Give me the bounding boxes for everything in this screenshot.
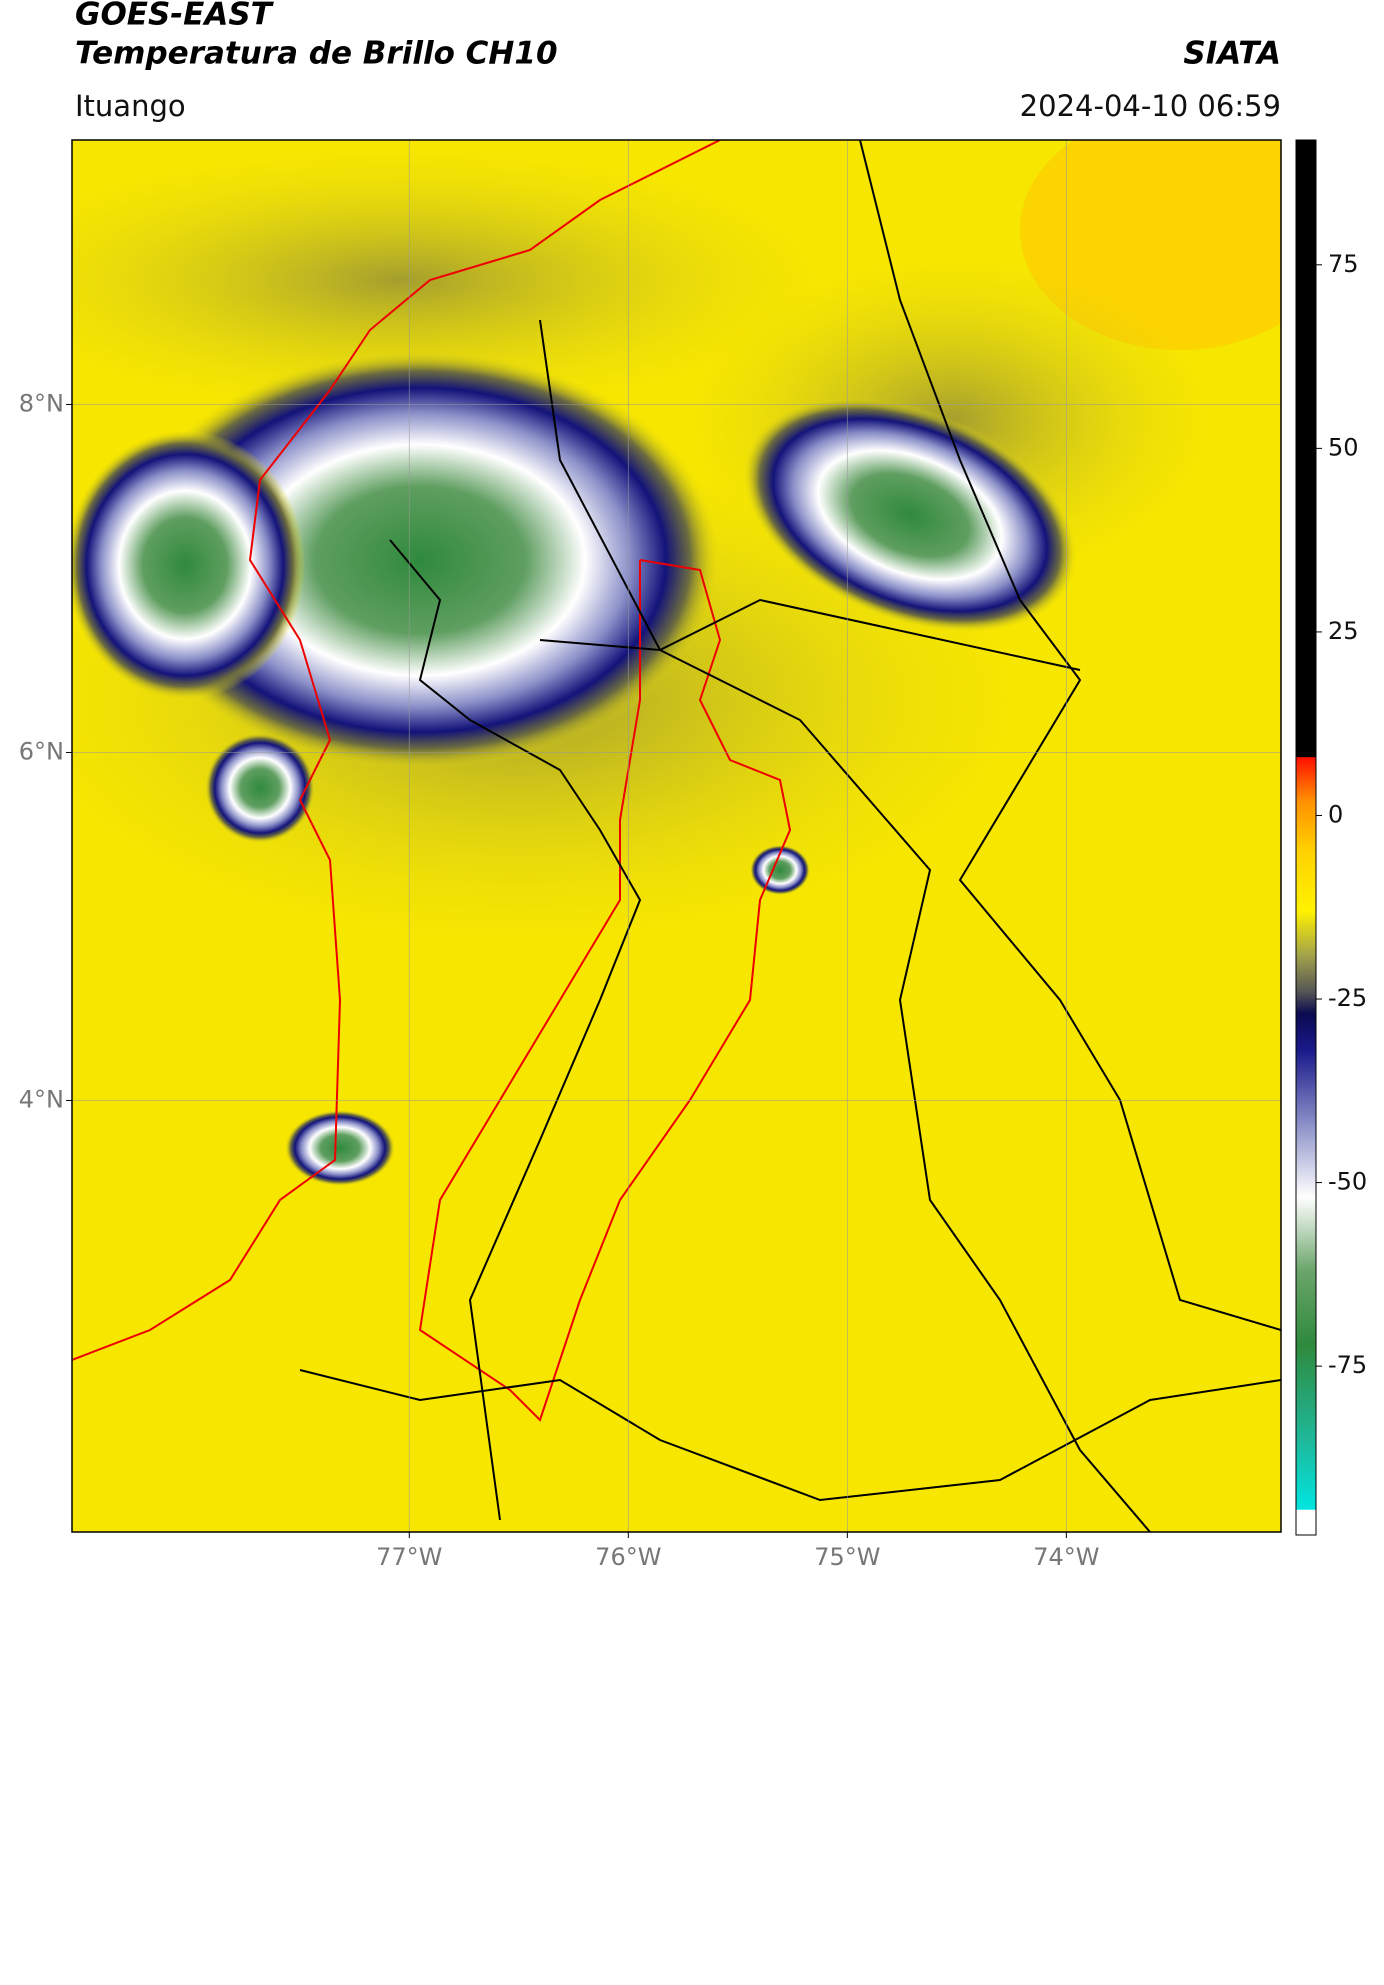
department-border (418, 559, 792, 1422)
border (859, 140, 1281, 1331)
cloud (205, 733, 315, 843)
cloud (120, 350, 720, 770)
datetime: 2024-04-10 06:59 (1020, 89, 1281, 123)
x-tick-label: 76°W (595, 1543, 661, 1571)
border (539, 319, 1151, 1532)
border (299, 1369, 1281, 1502)
border (389, 539, 642, 1521)
x-tick-label: 75°W (814, 1543, 880, 1571)
coastline (72, 140, 721, 1361)
y-tick-label: 4°N (19, 1085, 64, 1113)
cloud (285, 1110, 395, 1186)
map-frame (71, 139, 1282, 1533)
colorbar-tick-label: -50 (1328, 1168, 1367, 1196)
subtitle: Temperatura de Brillo CH10 (75, 36, 558, 72)
colorbar-tick-label: -25 (1328, 984, 1367, 1012)
x-tick-label: 74°W (1033, 1543, 1099, 1571)
colorbar-tick-label: 0 (1328, 800, 1343, 828)
colorbar-tick-label: 50 (1328, 433, 1359, 461)
border (539, 598, 1081, 671)
title: GOES-EAST (75, 0, 275, 33)
x-tick-label: 77°W (376, 1543, 442, 1571)
cloud (750, 845, 810, 895)
location: Ituango (75, 89, 186, 123)
brand: SIATA (1183, 36, 1281, 72)
cloud (743, 397, 1077, 633)
haze (72, 150, 820, 410)
y-tick-label: 8°N (19, 389, 64, 417)
colorbar-tick-label: -75 (1328, 1351, 1367, 1379)
y-tick-label: 6°N (19, 737, 64, 765)
cloud (72, 430, 305, 700)
colorbar-tick-label: 25 (1328, 617, 1359, 645)
colorbar-tick-label: 75 (1328, 250, 1359, 278)
map (72, 140, 1281, 1532)
colorbar (1295, 139, 1317, 1536)
